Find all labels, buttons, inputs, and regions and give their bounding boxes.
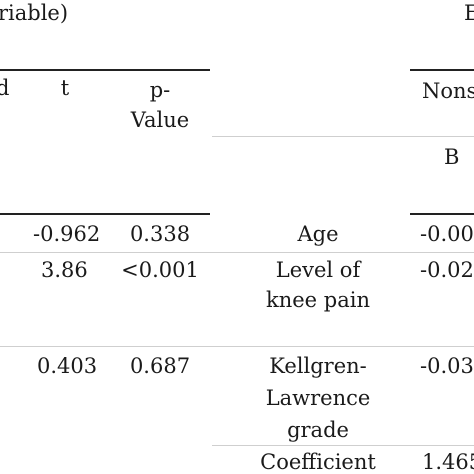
row1-divider (0, 252, 474, 253)
row1-variable: Age (297, 222, 339, 246)
row3-p: 0.687 (129, 354, 191, 378)
row2-variable-line1: Level of (275, 258, 361, 282)
table-caption-left: riable) (0, 1, 69, 25)
row4-variable: Coefficient (260, 450, 376, 474)
row3-divider (212, 445, 474, 446)
row4-b: 1.465 (422, 450, 474, 474)
row2-divider (0, 346, 474, 347)
header-p-line1: p- (149, 78, 171, 102)
row2-t: 3.86 (41, 258, 88, 282)
row1-p: 0.338 (129, 222, 191, 246)
row3-variable-line2: Lawrence (265, 386, 371, 410)
header-nonstandardized: Nons (422, 79, 474, 103)
row3-b: -0.03 (420, 354, 474, 378)
header-t: t (60, 76, 70, 100)
row2-p: <0.001 (121, 258, 199, 282)
header-subrule (212, 136, 474, 137)
header-bottom-rule-left (0, 213, 210, 215)
row3-variable-line3: grade (287, 418, 349, 442)
top-rule-left (0, 69, 210, 71)
row3-t: 0.403 (37, 354, 98, 378)
header-bottom-rule-right (410, 213, 474, 215)
row1-b: -0.00 (420, 222, 474, 246)
header-d: d (0, 76, 10, 100)
row2-variable-line2: knee pain (266, 288, 370, 312)
top-rule-right (410, 69, 474, 71)
row2-b: -0.02 (420, 258, 474, 282)
row3-variable-line1: Kellgren- (269, 354, 367, 378)
header-p-line2: Value (130, 108, 190, 132)
table-caption-right: E (464, 1, 474, 25)
row1-t: -0.962 (33, 222, 101, 246)
header-b: B (444, 145, 460, 169)
